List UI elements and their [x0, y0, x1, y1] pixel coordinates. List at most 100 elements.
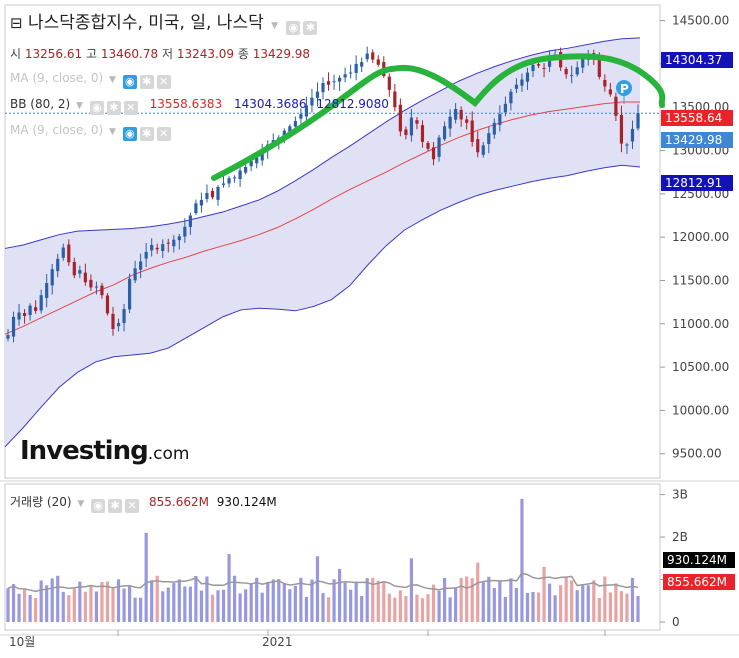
ma1-dropdown-icon[interactable]: ▼ — [109, 75, 116, 85]
candle-body — [520, 79, 524, 86]
volume-bar — [559, 585, 563, 622]
annotation-curve — [211, 53, 666, 181]
volume-bar — [459, 577, 463, 622]
volume-bar — [326, 597, 331, 622]
volume-legend[interactable]: 거래량 (20) ▼ ◉ ✱ ✕ 855.662M 930.124M — [10, 493, 277, 513]
bb-dropdown-icon[interactable]: ▼ — [76, 101, 83, 111]
candle-body — [172, 239, 176, 247]
ma2-close-icon[interactable]: ✕ — [156, 127, 171, 141]
bollinger-lower-line — [4, 164, 641, 448]
ma1-gear-icon[interactable]: ✱ — [139, 75, 154, 89]
ma2-dropdown-icon[interactable]: ▼ — [109, 127, 116, 137]
volume-bar — [531, 591, 535, 622]
candle-body — [332, 81, 336, 83]
bb-gear-icon[interactable]: ✱ — [106, 101, 121, 115]
volume-bar — [470, 578, 474, 622]
volume-bar — [111, 588, 115, 622]
volume-bar — [509, 578, 513, 622]
volume-bar — [542, 566, 546, 622]
candle-body — [127, 278, 132, 310]
volume-bar — [498, 581, 502, 622]
volume-bar — [349, 589, 353, 622]
price-tick-label: 10000.00 — [672, 403, 729, 417]
bb-lower-value: 12812.9080 — [316, 97, 389, 111]
volume-bar — [67, 595, 71, 622]
candle-body — [326, 81, 331, 85]
volume-bar — [50, 578, 54, 622]
candle-body — [166, 242, 170, 244]
volume-bar — [553, 595, 557, 622]
volume-bar — [94, 591, 99, 622]
volume-bar — [398, 590, 402, 622]
bb-eye-icon[interactable]: ◉ — [89, 101, 104, 115]
candle-body — [177, 236, 181, 241]
bollinger-band-fill — [5, 37, 640, 447]
volume-bar — [404, 595, 408, 622]
ma1-label: MA (9, close, 0) — [10, 71, 104, 85]
candle-body — [481, 145, 485, 155]
volume-bar — [271, 579, 275, 622]
volume-dropdown-icon[interactable]: ▼ — [77, 499, 85, 509]
volume-bar — [199, 590, 204, 622]
candle-body — [133, 268, 137, 281]
volume-bar — [39, 580, 43, 622]
candle-body — [547, 59, 552, 67]
candle-body — [393, 91, 397, 108]
candle-body — [304, 105, 309, 117]
volume-tick-label: 2B — [672, 530, 688, 544]
candle-body — [349, 72, 353, 74]
volume-bar — [221, 589, 226, 622]
volume-gear-icon[interactable]: ✱ — [108, 499, 123, 513]
volume-bar — [382, 581, 386, 622]
volume-bar — [575, 590, 579, 622]
price-tick-label: 11500.00 — [672, 273, 729, 287]
candle-body — [387, 76, 391, 90]
volume-bar — [393, 597, 397, 622]
candle-body — [603, 79, 607, 87]
title-dropdown-icon[interactable]: ▼ — [271, 21, 279, 31]
candle-body — [564, 68, 568, 75]
logo-brand: Investing — [20, 436, 149, 466]
gear-icon[interactable]: ✱ — [303, 21, 318, 35]
eye-icon[interactable]: ◉ — [286, 21, 301, 35]
candle-body — [625, 144, 629, 146]
candle-body — [492, 122, 496, 135]
candle-body — [426, 142, 430, 149]
ma2-eye-icon[interactable]: ◉ — [122, 127, 137, 141]
volume-bar — [636, 596, 640, 622]
bb-close-icon[interactable]: ✕ — [123, 101, 138, 115]
collapse-icon[interactable]: ⊟ — [10, 14, 23, 32]
ma2-gear-icon[interactable]: ✱ — [139, 127, 154, 141]
ma1-eye-icon[interactable]: ◉ — [122, 75, 137, 89]
volume-bar — [315, 556, 320, 622]
volume-bar — [415, 594, 419, 622]
volume-bar — [100, 581, 104, 622]
candle-body — [354, 63, 358, 73]
candle-body — [116, 322, 121, 327]
volume-close-icon[interactable]: ✕ — [125, 499, 140, 513]
volume-bar — [630, 577, 635, 622]
volume-bar — [299, 577, 303, 622]
bollinger-upper-line — [4, 37, 641, 249]
candle-body — [597, 57, 601, 77]
volume-bar — [249, 583, 253, 622]
ma2-legend[interactable]: MA (9, close, 0) ▼ ◉ ✱ ✕ — [10, 123, 171, 141]
volume-bar — [492, 587, 496, 622]
low-label: 저 — [161, 47, 173, 61]
candle-body — [487, 133, 491, 144]
candle-body — [476, 139, 480, 153]
volume-bar — [72, 588, 76, 622]
candle-body — [238, 170, 242, 180]
volume-bar — [514, 587, 519, 622]
volume-bar — [476, 562, 480, 622]
ma1-close-icon[interactable]: ✕ — [156, 75, 171, 89]
candle-body — [199, 199, 204, 206]
candle-body — [105, 295, 110, 314]
volume-eye-icon[interactable]: ◉ — [91, 499, 106, 513]
candle-body — [83, 272, 87, 283]
candle-body — [409, 117, 414, 136]
volume-bar — [293, 585, 297, 622]
bb-legend[interactable]: BB (80, 2) ▼ ◉ ✱ ✕ 13558.6383 14304.3686 1… — [10, 97, 389, 115]
ma1-legend[interactable]: MA (9, close, 0) ▼ ◉ ✱ ✕ — [10, 71, 171, 89]
